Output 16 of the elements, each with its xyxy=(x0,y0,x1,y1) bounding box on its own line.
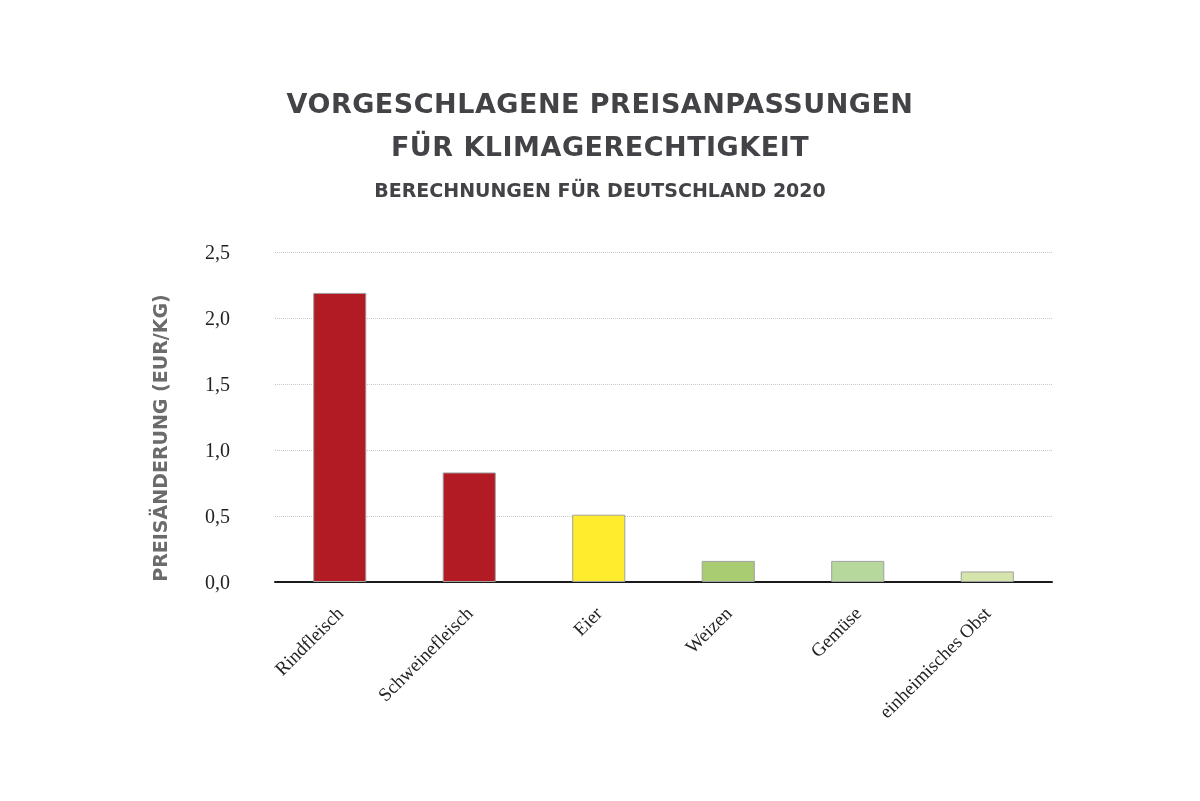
chart-subtitle: BERECHNUNGEN FÜR DEUTSCHLAND 2020 xyxy=(373,177,827,203)
y-tick-label: 0,5 xyxy=(205,505,230,527)
y-tick-label: 0,0 xyxy=(205,571,230,593)
chart-title: VORGESCHLAGENE PREISANPASSUNGEN FÜR KLIMAGERECHTIGKEIT xyxy=(285,87,915,164)
y-tick-label: 1,5 xyxy=(205,373,230,395)
x-tick-label: Eier xyxy=(568,602,607,640)
bar xyxy=(442,472,496,582)
bar xyxy=(313,292,367,582)
bar xyxy=(831,560,885,582)
y-axis-title: PREISÄNDERUNG (EUR/KG) xyxy=(147,294,171,582)
bar xyxy=(572,514,626,582)
bar xyxy=(701,560,755,582)
bar xyxy=(960,571,1014,582)
y-tick-label: 1,0 xyxy=(205,439,230,461)
y-tick-label: 2,0 xyxy=(205,307,230,329)
y-tick-label: 2,5 xyxy=(205,241,230,263)
